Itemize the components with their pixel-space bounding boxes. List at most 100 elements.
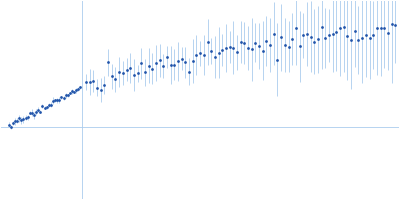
- Point: [60, 97, 67, 100]
- Point: [116, 70, 122, 74]
- Point: [337, 26, 343, 29]
- Point: [37, 110, 44, 113]
- Point: [77, 86, 84, 89]
- Point: [16, 117, 22, 120]
- Point: [69, 90, 75, 93]
- Point: [308, 35, 314, 38]
- Point: [145, 64, 152, 67]
- Point: [315, 38, 321, 41]
- Point: [168, 63, 174, 67]
- Point: [83, 81, 89, 84]
- Point: [381, 27, 388, 30]
- Point: [388, 22, 395, 25]
- Point: [238, 40, 244, 43]
- Point: [248, 48, 255, 51]
- Point: [6, 123, 12, 126]
- Point: [274, 58, 281, 61]
- Point: [374, 27, 380, 30]
- Point: [322, 36, 328, 40]
- Point: [285, 45, 292, 48]
- Point: [270, 32, 277, 35]
- Point: [62, 94, 69, 97]
- Point: [245, 46, 251, 49]
- Point: [178, 57, 185, 60]
- Point: [230, 46, 236, 49]
- Point: [127, 67, 133, 70]
- Point: [252, 41, 258, 45]
- Point: [64, 94, 71, 97]
- Point: [182, 61, 189, 64]
- Point: [263, 39, 270, 42]
- Point: [204, 40, 211, 43]
- Point: [134, 72, 141, 75]
- Point: [366, 36, 373, 39]
- Point: [12, 120, 18, 123]
- Point: [56, 98, 62, 101]
- Point: [333, 30, 340, 33]
- Point: [164, 55, 170, 59]
- Point: [385, 32, 391, 35]
- Point: [108, 75, 115, 78]
- Point: [171, 63, 178, 66]
- Point: [282, 44, 288, 47]
- Point: [156, 59, 163, 62]
- Point: [31, 114, 37, 117]
- Point: [41, 106, 48, 109]
- Point: [73, 89, 79, 92]
- Point: [296, 45, 303, 48]
- Point: [256, 44, 262, 48]
- Point: [201, 53, 207, 56]
- Point: [212, 56, 218, 59]
- Point: [377, 26, 384, 30]
- Point: [14, 119, 20, 122]
- Point: [226, 46, 233, 49]
- Point: [29, 111, 35, 114]
- Point: [160, 65, 166, 68]
- Point: [149, 67, 156, 70]
- Point: [71, 90, 77, 93]
- Point: [120, 72, 126, 75]
- Point: [33, 110, 39, 114]
- Point: [289, 38, 296, 41]
- Point: [267, 44, 273, 47]
- Point: [52, 99, 58, 102]
- Point: [241, 41, 248, 44]
- Point: [260, 49, 266, 52]
- Point: [193, 54, 200, 57]
- Point: [340, 25, 347, 29]
- Point: [318, 26, 325, 29]
- Point: [326, 34, 332, 37]
- Point: [26, 111, 33, 114]
- Point: [10, 121, 16, 124]
- Point: [359, 36, 365, 40]
- Point: [131, 73, 137, 76]
- Point: [219, 49, 226, 52]
- Point: [44, 106, 50, 109]
- Point: [215, 51, 222, 54]
- Point: [392, 23, 398, 27]
- Point: [90, 80, 96, 83]
- Point: [18, 119, 24, 122]
- Point: [123, 68, 130, 71]
- Point: [352, 30, 358, 33]
- Point: [190, 59, 196, 63]
- Point: [142, 71, 148, 74]
- Point: [355, 38, 362, 42]
- Point: [278, 36, 284, 39]
- Point: [304, 33, 310, 36]
- Point: [300, 34, 306, 37]
- Point: [311, 40, 318, 43]
- Point: [105, 61, 111, 64]
- Point: [50, 99, 56, 102]
- Point: [94, 86, 100, 89]
- Point: [330, 32, 336, 35]
- Point: [344, 34, 351, 37]
- Point: [208, 49, 214, 53]
- Point: [67, 91, 73, 95]
- Point: [24, 116, 31, 119]
- Point: [293, 26, 299, 29]
- Point: [48, 103, 54, 106]
- Point: [101, 83, 108, 86]
- Point: [370, 33, 376, 36]
- Point: [20, 118, 27, 121]
